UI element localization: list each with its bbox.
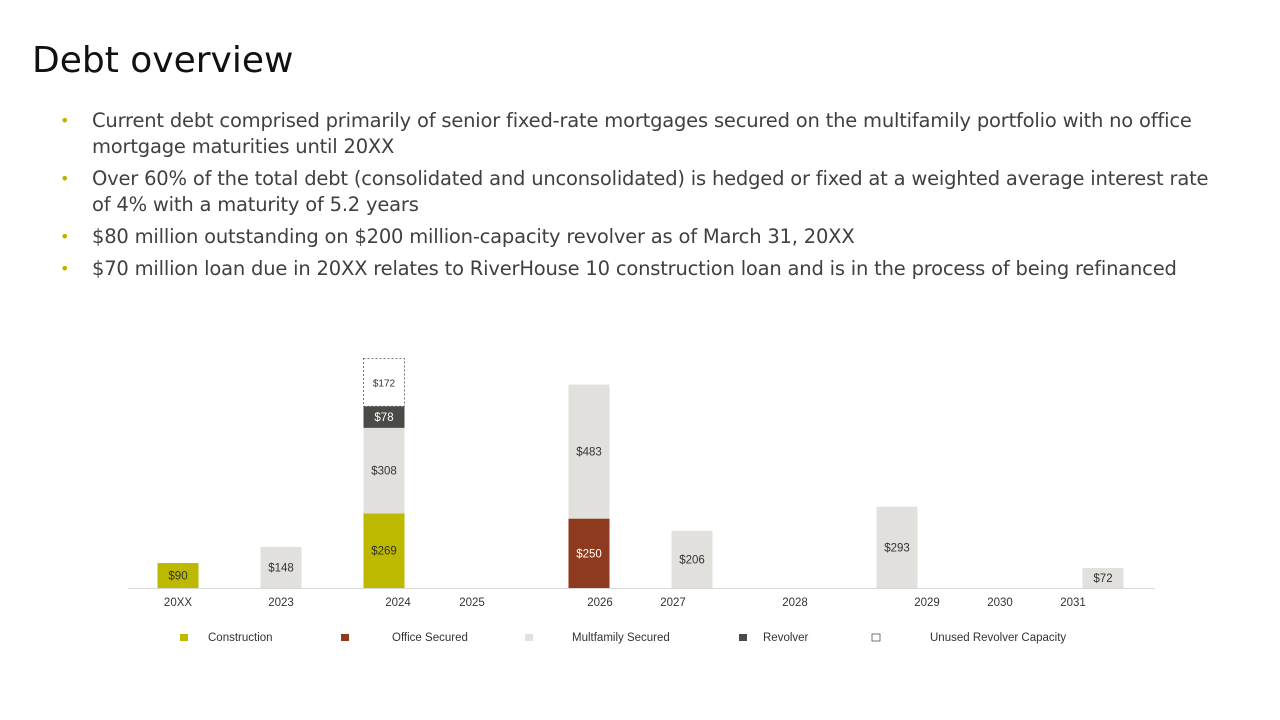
x-tick-label: 2026 xyxy=(587,597,613,609)
bar-construction-2024 xyxy=(363,513,405,588)
legend-swatch-unused xyxy=(871,633,881,642)
data-label: $250 xyxy=(576,548,602,560)
bar-revolver-2024 xyxy=(363,406,405,428)
legend-swatch-office xyxy=(341,634,349,641)
x-tick-label: 20XX xyxy=(164,597,192,609)
legend-swatch-construction xyxy=(180,634,188,641)
page-title: Debt overview xyxy=(32,40,294,81)
legend-swatch-multifamily xyxy=(525,634,533,641)
bullet-list: • Current debt comprised primarily of sen… xyxy=(60,108,1220,288)
debt-maturity-chart: $90 $148 $269 $308 $78 $172 $250 $483 $206 $293 $7… xyxy=(128,358,1155,644)
bar-unused-2024 xyxy=(363,358,405,407)
x-tick-label: 2028 xyxy=(782,597,808,609)
x-tick-label: 2027 xyxy=(660,597,686,609)
data-label: $72 xyxy=(1093,573,1112,585)
bar-multifamily-2027 xyxy=(671,530,713,588)
data-label: $78 xyxy=(374,412,393,424)
bullet-dot-icon: • xyxy=(60,169,70,188)
bullet-dot-icon: • xyxy=(60,111,70,130)
bullet-text: $70 million loan due in 20XX relates to … xyxy=(92,257,1177,280)
x-tick-label: 2031 xyxy=(1060,597,1086,609)
data-label: $148 xyxy=(268,562,294,574)
bullet-dot-icon: • xyxy=(60,259,70,278)
bullet-item: • Current debt comprised primarily of sen… xyxy=(60,108,1220,160)
bullet-item: • $80 million outstanding on $200 million… xyxy=(60,224,1220,250)
data-label: $308 xyxy=(371,466,397,478)
data-label: $483 xyxy=(576,447,602,459)
bullet-text: Current debt comprised primarily of seni… xyxy=(92,109,1192,158)
legend-label-revolver: Revolver xyxy=(763,632,809,644)
legend-swatch-revolver xyxy=(739,634,747,641)
legend-label-multifamily: Multfamily Secured xyxy=(572,632,670,644)
data-label: $269 xyxy=(371,546,397,558)
x-tick-label: 2023 xyxy=(268,597,294,609)
data-label: $90 xyxy=(168,571,187,583)
data-label: $206 xyxy=(679,554,705,566)
bar-multifamily-2031 xyxy=(1082,568,1124,588)
bullet-text: Over 60% of the total debt (consolidated… xyxy=(92,167,1209,216)
bar-multifamily-2023 xyxy=(260,546,302,588)
legend-label-office: Office Secured xyxy=(392,632,468,644)
bar-office-2026 xyxy=(568,518,610,588)
bar-construction-20XX xyxy=(157,563,199,588)
legend-label-unused: Unused Revolver Capacity xyxy=(930,632,1066,644)
legend-label-construction: Construction xyxy=(208,632,273,644)
bar-multifamily-2026 xyxy=(568,384,610,519)
bullet-item: • $70 million loan due in 20XX relates to… xyxy=(60,256,1220,282)
data-label: $293 xyxy=(884,542,910,554)
x-tick-label: 2025 xyxy=(459,597,485,609)
bar-multifamily-2024 xyxy=(363,427,405,514)
bullet-item: • Over 60% of the total debt (consolidate… xyxy=(60,166,1220,218)
bar-multifamily-2029 xyxy=(876,506,918,588)
x-tick-label: 2029 xyxy=(914,597,940,609)
x-tick-label: 2030 xyxy=(987,597,1013,609)
bullet-dot-icon: • xyxy=(60,227,70,246)
data-label: $172 xyxy=(373,378,396,389)
bullet-text: $80 million outstanding on $200 million-… xyxy=(92,225,855,248)
x-tick-label: 2024 xyxy=(385,597,411,609)
